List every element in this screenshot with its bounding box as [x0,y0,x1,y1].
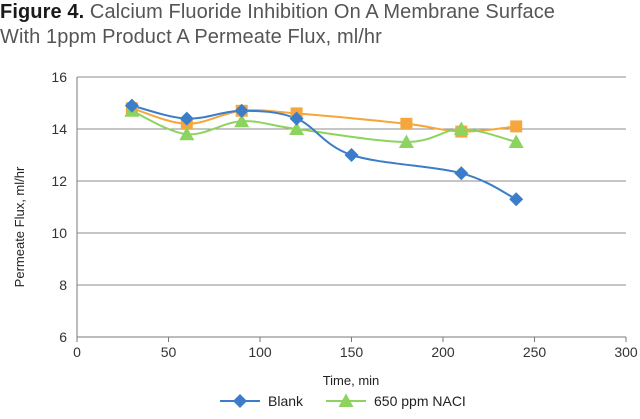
y-axis-title: Permeate Flux, ml/hr [12,166,27,287]
y-tick-label-16: 16 [51,69,67,85]
point-s0-0 [124,98,139,113]
x-tick-label-0: 0 [73,344,81,360]
legend-marker-0 [233,394,247,408]
point-s1-3 [289,121,305,135]
figure-label: Figure 4. [0,1,85,23]
x-tick-label-50: 50 [161,344,177,360]
figure-title-line2: With 1ppm Product A Permeate Flux, ml/hr [0,26,382,48]
x-tick-labels: 0 50 100 150 200 250 300 [73,344,638,360]
legend: Blank 650 ppm NACI [220,393,466,409]
point-s0-3 [289,111,304,126]
x-tick-label-200: 200 [431,344,455,360]
point-s0-1 [179,111,194,126]
point-s2-6 [510,120,523,133]
point-s0-4 [344,148,359,162]
y-tick-label-10: 10 [51,225,67,241]
point-s1-6 [508,134,524,148]
point-s2-4 [400,117,413,130]
chart-area: 6 8 10 12 14 16 0 50 100 150 200 250 300 Permeate F… [0,60,640,414]
point-s1-5 [453,121,469,135]
x-tick-label-300: 300 [614,344,638,360]
point-s1-2 [234,113,250,128]
x-tick-label-250: 250 [523,344,547,360]
figure-title-line1: Calcium Fluoride Inhibition On A Membran… [84,1,556,23]
y-tick-label-14: 14 [51,121,67,137]
y-tick-label-6: 6 [59,329,67,345]
figure-title: Figure 4. Calcium Fluoride Inhibition On… [0,0,640,58]
y-tick-label-8: 8 [59,277,67,293]
x-tick-label-150: 150 [340,344,364,360]
y-tick-label-12: 12 [51,173,67,189]
legend-marker-1 [338,393,354,407]
point-s0-5 [454,166,469,181]
point-s0-6 [509,192,524,207]
point-s1-1 [179,126,195,141]
x-axis-title: Time, min [323,373,380,388]
legend-label-0: Blank [268,393,304,409]
x-tick-label-100: 100 [248,344,272,360]
point-s0-2 [234,103,249,118]
point-s1-4 [398,134,414,148]
series-markers [124,98,524,207]
line-chart: 6 8 10 12 14 16 0 50 100 150 200 250 300 Permeate F… [12,69,638,409]
gridlines [77,76,626,286]
axes [76,77,627,342]
y-tick-labels: 6 8 10 12 14 16 [51,69,67,345]
legend-label-1: 650 ppm NACI [374,393,466,409]
